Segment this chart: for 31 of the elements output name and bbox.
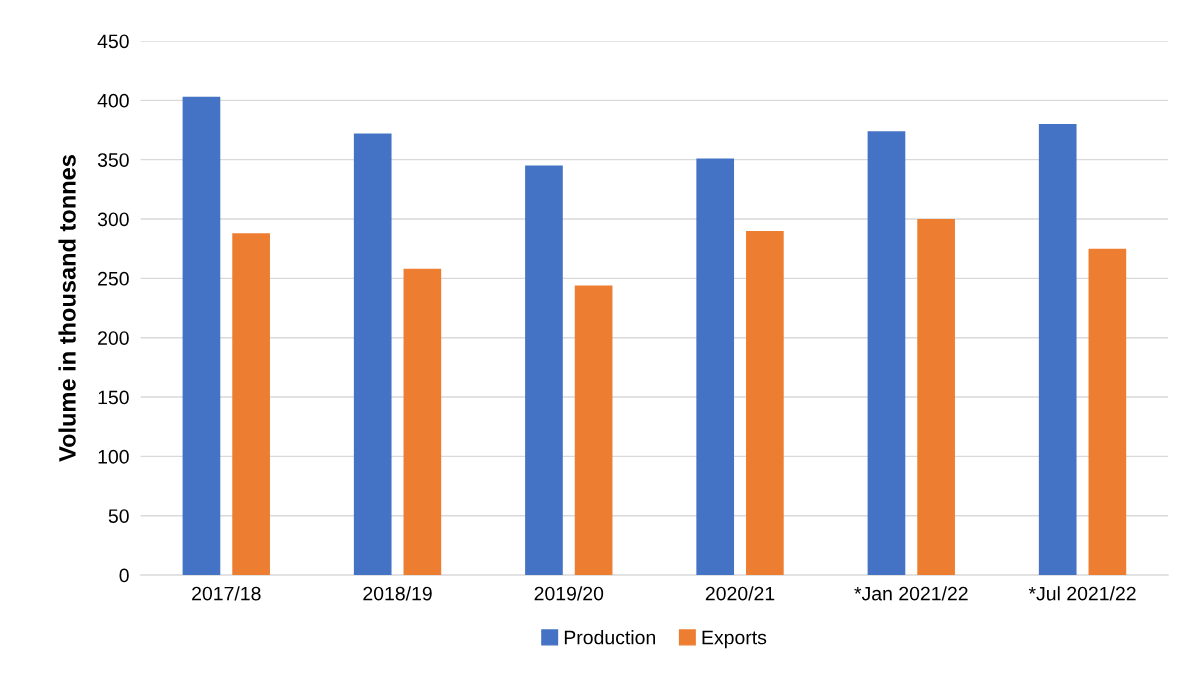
y-axis-title: Volume in thousand tonnes bbox=[58, 155, 76, 462]
bar bbox=[1038, 124, 1077, 576]
y-tick-label: 200 bbox=[98, 331, 129, 345]
bar bbox=[182, 96, 221, 576]
y-tick-label: 50 bbox=[108, 509, 129, 523]
x-tick-label: 2019/20 bbox=[534, 586, 604, 601]
x-tick-label: 2020/21 bbox=[705, 586, 775, 601]
y-tick-label: 100 bbox=[98, 449, 129, 464]
y-tick-label: 350 bbox=[97, 153, 129, 167]
y-tick-label: 450 bbox=[97, 34, 129, 49]
bar bbox=[917, 219, 955, 576]
bar bbox=[232, 233, 270, 576]
x-tick-label: *Jan 2021/22 bbox=[854, 586, 968, 601]
x-tick-label: *Jul 2021/22 bbox=[1028, 586, 1136, 601]
legend-label: Production bbox=[564, 630, 655, 645]
bar bbox=[867, 131, 906, 576]
bar bbox=[525, 165, 563, 576]
legend-label: Exports bbox=[702, 630, 767, 649]
y-tick-label: 250 bbox=[98, 271, 129, 286]
y-tick-label: 400 bbox=[97, 93, 129, 108]
bar bbox=[696, 158, 735, 576]
bar bbox=[403, 268, 442, 576]
bar bbox=[746, 230, 784, 576]
bar bbox=[574, 285, 613, 576]
bar bbox=[353, 133, 392, 576]
y-tick-label: 0 bbox=[119, 568, 129, 583]
bar bbox=[1088, 248, 1127, 576]
y-tick-label: 300 bbox=[97, 212, 129, 227]
x-tick-label: 2018/19 bbox=[363, 586, 432, 601]
x-tick-label: 2017/18 bbox=[192, 586, 261, 601]
y-tick-label: 150 bbox=[98, 390, 129, 405]
